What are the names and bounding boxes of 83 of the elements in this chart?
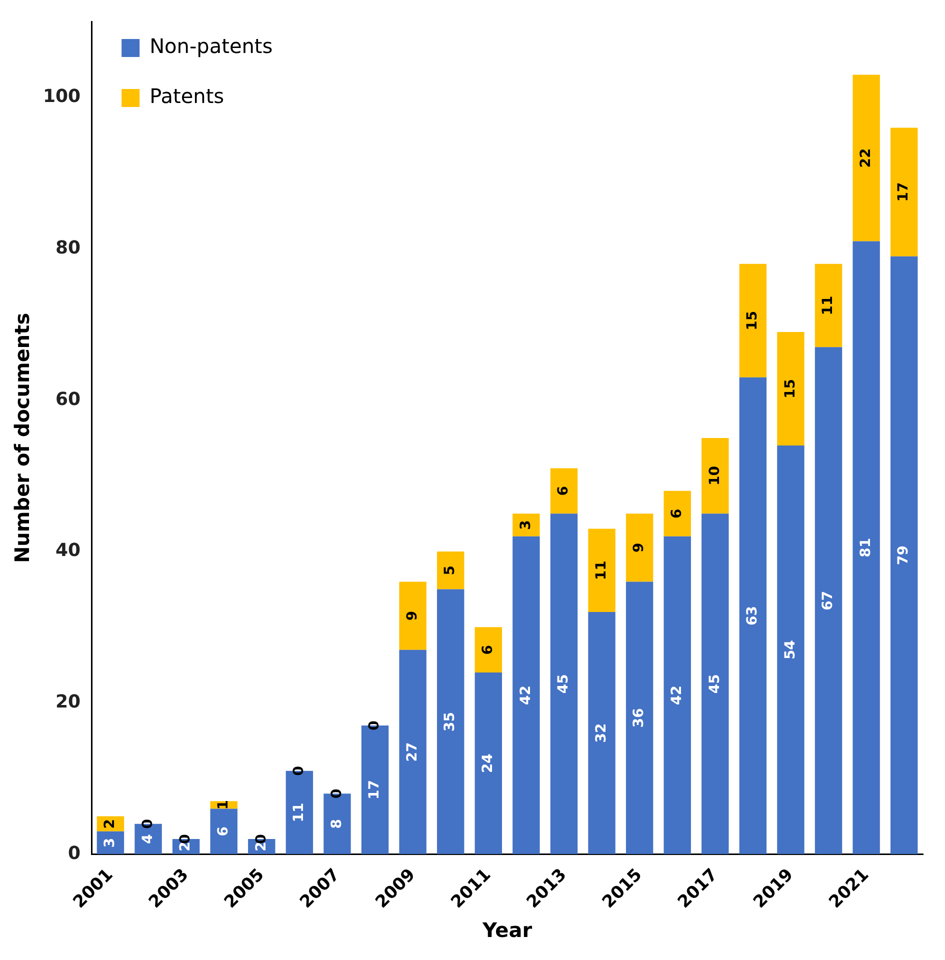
data-label: 45 [556,674,572,694]
data-label: 11 [820,296,836,316]
data-label: 81 [858,538,874,558]
bar [814,264,842,348]
data-label: 6 [215,826,232,836]
data-label: 17 [366,780,383,800]
bar [399,582,426,650]
bar [702,438,729,514]
data-label: 67 [820,590,836,610]
bar [436,551,464,590]
bar [777,446,804,854]
bar [474,627,502,673]
data-label: 79 [896,546,912,565]
data-label: 11 [291,802,308,822]
bar [512,514,540,536]
bar [852,74,880,242]
y-axis-title: Number of documents [10,312,34,564]
data-label: 3 [518,520,534,530]
data-label: 35 [442,712,458,732]
bar [550,468,578,514]
bar [512,536,540,854]
data-label: 17 [896,182,912,202]
data-label: 2 [178,842,194,852]
data-label: 0 [178,834,194,844]
data-label: 32 [593,723,610,743]
data-label: 42 [668,685,685,705]
data-label: 63 [744,606,761,626]
data-label: 15 [744,310,761,330]
bar [702,514,729,854]
data-label: 1 [215,800,232,810]
bar [664,536,691,854]
bar [664,490,691,536]
bar [777,332,804,446]
data-label: 5 [442,566,458,576]
data-label: 0 [140,818,156,829]
y-tick-label: 0 [68,842,81,864]
data-label: 8 [328,818,345,829]
bar [474,672,502,854]
data-label: 54 [782,640,798,660]
data-label: 4 [140,834,156,844]
data-label: 45 [706,674,723,694]
data-label: 11 [593,560,610,580]
y-tick-label: 40 [56,540,81,562]
y-tick-label: 80 [56,237,81,258]
data-label: 3 [102,838,118,848]
bar [626,582,654,854]
y-tick-label: 100 [42,86,81,108]
bar [890,256,918,854]
legend-label: Non-patents [150,34,273,58]
y-tick-label: 60 [56,388,81,410]
data-label: 0 [328,788,345,798]
data-label: 6 [480,644,496,655]
bar [739,377,767,854]
data-label: 42 [518,685,534,705]
bar [739,264,767,378]
legend-label: Patents [150,84,224,108]
bar [588,612,616,854]
bar [852,241,880,854]
data-label: 9 [404,610,420,621]
data-label: 6 [668,508,685,518]
data-label: 2 [253,842,270,852]
bar [210,808,238,854]
x-axis-title: Year [482,918,532,942]
data-label: 0 [291,766,308,776]
data-label: 24 [480,753,496,774]
bar [890,128,918,256]
data-label: 2 [102,818,118,829]
data-label: 15 [782,379,798,399]
bar [814,347,842,854]
data-label: 6 [556,486,572,496]
bar [626,514,654,582]
y-tick-label: 20 [56,691,81,712]
data-label: 27 [404,742,420,762]
data-label: 22 [858,148,874,168]
data-label: 0 [253,834,270,844]
data-label: 36 [631,708,648,728]
bar [588,528,616,612]
data-label: 0 [366,720,383,730]
data-label: 9 [631,542,648,553]
bar [436,589,464,854]
data-label: 10 [706,466,723,486]
bar [399,650,426,854]
bar [550,514,578,854]
